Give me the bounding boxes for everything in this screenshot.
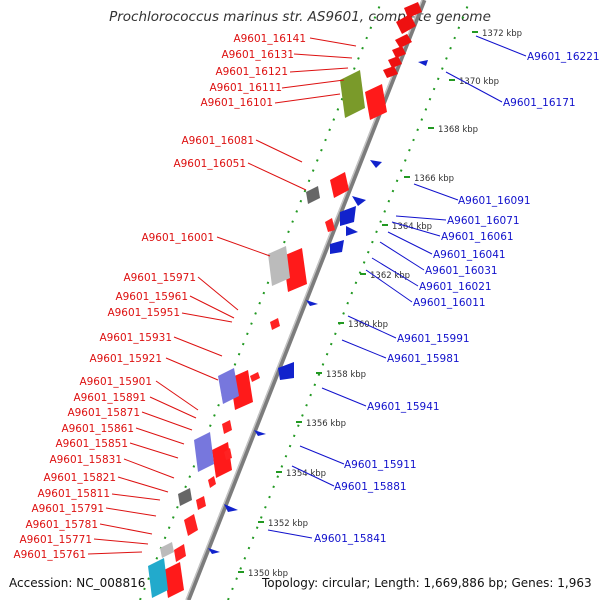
forward-gene-label: A9601_15861 bbox=[61, 423, 134, 435]
forward-gene-label: A9601_15851 bbox=[55, 438, 128, 450]
accession-text: Accession: NC_008816 bbox=[9, 576, 146, 590]
kbp-tick-label: 1356 kbp bbox=[306, 419, 346, 429]
reverse-gene-label: A9601_16091 bbox=[458, 195, 531, 207]
forward-gene-label: A9601_15781 bbox=[25, 519, 98, 531]
forward-gene-label: A9601_15891 bbox=[73, 392, 146, 404]
forward-gene-label: A9601_15931 bbox=[99, 332, 172, 344]
reverse-gene-label: A9601_16031 bbox=[425, 265, 498, 277]
forward-gene-label: A9601_16081 bbox=[181, 135, 254, 147]
reverse-gene-label: A9601_15941 bbox=[367, 401, 440, 413]
inner-dotted-track bbox=[227, 0, 471, 600]
forward-gene-label: A9601_15761 bbox=[13, 549, 86, 561]
forward-gene-label: A9601_15901 bbox=[79, 376, 152, 388]
reverse-gene-label: A9601_16011 bbox=[413, 297, 486, 309]
reverse-gene-label: A9601_16071 bbox=[447, 215, 520, 227]
kbp-tick-label: 1372 kbp bbox=[482, 29, 522, 39]
genome-title: Prochlorococcus marinus str. AS9601, com… bbox=[109, 9, 491, 25]
kbp-tick-label: 1352 kbp bbox=[268, 519, 308, 529]
reverse-gene-label: A9601_16221 bbox=[527, 51, 600, 63]
kbp-tick-label: 1368 kbp bbox=[438, 125, 478, 135]
forward-gene-label: A9601_16101 bbox=[200, 97, 273, 109]
reverse-gene-labels: A9601_16221 A9601_16171 A9601_16091 A9601_1… bbox=[314, 51, 600, 545]
kbp-tick-label: 1350 kbp bbox=[248, 569, 288, 579]
kbp-tick-label: 1370 kbp bbox=[459, 77, 499, 87]
kbp-tick-label: 1358 kbp bbox=[326, 370, 366, 380]
kbp-tick-label: 1354 kbp bbox=[286, 469, 326, 479]
forward-gene-label: A9601_16051 bbox=[173, 158, 246, 170]
genome-summary: Topology: circular; Length: 1,669,886 bp… bbox=[262, 576, 592, 590]
forward-gene-label: A9601_15921 bbox=[89, 353, 162, 365]
forward-gene-label: A9601_16001 bbox=[141, 232, 214, 244]
reverse-gene-label: A9601_15981 bbox=[387, 353, 460, 365]
forward-gene-label: A9601_15971 bbox=[123, 272, 196, 284]
forward-gene-label: A9601_15821 bbox=[43, 472, 116, 484]
forward-gene-label: A9601_16111 bbox=[209, 82, 282, 94]
reverse-gene-label: A9601_16021 bbox=[419, 281, 492, 293]
reverse-gene-label: A9601_15841 bbox=[314, 533, 387, 545]
forward-gene-label: A9601_15871 bbox=[67, 407, 140, 419]
reverse-gene-label: A9601_16171 bbox=[503, 97, 576, 109]
reverse-features bbox=[208, 60, 428, 554]
leader-lines bbox=[87, 35, 527, 555]
forward-gene-label: A9601_15831 bbox=[49, 454, 122, 466]
forward-gene-label: A9601_16141 bbox=[233, 33, 306, 45]
forward-gene-label: A9601_16131 bbox=[221, 49, 294, 61]
kbp-tick-label: 1362 kbp bbox=[370, 271, 410, 281]
forward-gene-label: A9601_15961 bbox=[115, 291, 188, 303]
forward-features bbox=[148, 2, 422, 598]
reverse-gene-label: A9601_15991 bbox=[397, 333, 470, 345]
reverse-gene-label: A9601_15911 bbox=[344, 459, 417, 471]
reverse-gene-label: A9601_15881 bbox=[334, 481, 407, 493]
reverse-gene-label: A9601_16061 bbox=[441, 231, 514, 243]
kbp-tick-label: 1366 kbp bbox=[414, 174, 454, 184]
reverse-gene-label: A9601_16041 bbox=[433, 249, 506, 261]
forward-gene-label: A9601_15771 bbox=[19, 534, 92, 546]
forward-gene-labels: A9601_16141 A9601_16131 A9601_16121 A9601_1… bbox=[13, 33, 306, 561]
forward-gene-label: A9601_15811 bbox=[37, 488, 110, 500]
forward-gene-label: A9601_15791 bbox=[31, 503, 104, 515]
kbp-tick-label: 1364 kbp bbox=[392, 222, 432, 232]
outer-dotted-track bbox=[139, 0, 383, 600]
forward-gene-label: A9601_15951 bbox=[107, 307, 180, 319]
forward-gene-label: A9601_16121 bbox=[215, 66, 288, 78]
